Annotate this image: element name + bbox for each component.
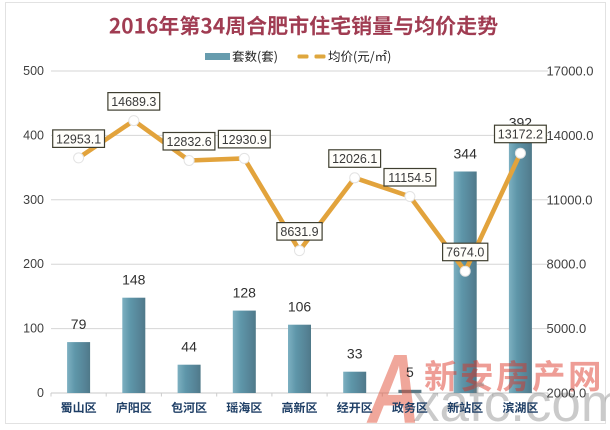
svg-text:44: 44 [181,339,197,355]
svg-text:12832.6: 12832.6 [167,135,212,149]
svg-text:344: 344 [454,146,478,162]
svg-text:13172.2: 13172.2 [498,128,543,142]
svg-text:5000.0: 5000.0 [547,321,587,336]
svg-text:A: A [366,335,420,430]
svg-text:33: 33 [347,346,363,362]
svg-text:xafc.com: xafc.com [413,374,610,430]
svg-text:11154.5: 11154.5 [388,171,431,185]
svg-text:7674.0: 7674.0 [446,246,484,260]
svg-text:400: 400 [23,128,44,142]
svg-text:12930.9: 12930.9 [222,133,267,147]
svg-text:100: 100 [23,322,44,336]
svg-text:79: 79 [71,316,87,332]
svg-text:14689.3: 14689.3 [111,95,156,109]
svg-text:11000.0: 11000.0 [547,192,593,207]
svg-text:106: 106 [288,299,312,315]
svg-text:2000.0: 2000.0 [547,386,587,401]
svg-text:12953.1: 12953.1 [56,132,101,146]
svg-text:200: 200 [23,257,44,271]
svg-text:12026.1: 12026.1 [332,152,377,166]
svg-text:128: 128 [233,285,257,301]
svg-text:148: 148 [122,272,146,288]
svg-text:8631.9: 8631.9 [280,225,318,239]
svg-text:500: 500 [23,64,44,78]
svg-text:14000.0: 14000.0 [547,128,594,143]
svg-text:300: 300 [23,193,44,207]
svg-text:17000.0: 17000.0 [547,64,594,79]
svg-text:5: 5 [406,364,414,380]
svg-text:0: 0 [37,386,44,400]
svg-text:8000.0: 8000.0 [547,257,587,272]
